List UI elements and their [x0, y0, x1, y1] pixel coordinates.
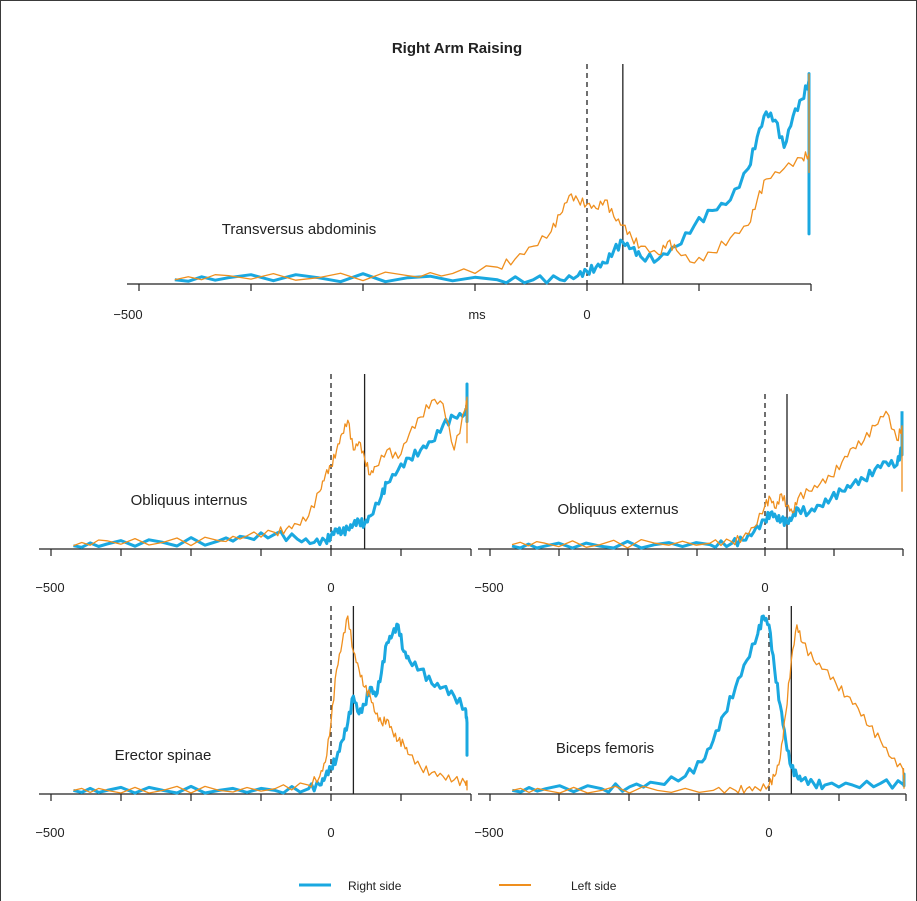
chart-panels: Transversus abdominis −500 0 ms Obliquus int…: [35, 64, 907, 840]
legend-label-left-side: Left side: [571, 879, 617, 893]
series-line-right-side: [512, 614, 906, 794]
panel-label: Transversus abdominis: [222, 221, 377, 238]
panel-label: Obliquus externus: [558, 501, 679, 518]
series-line-right-side: [511, 411, 904, 550]
tick-label: 0: [765, 825, 772, 840]
series-line-left-side: [73, 615, 468, 794]
panel-erector-spinae: Erector spinae −500 0: [35, 606, 472, 840]
series-line-left-side: [73, 396, 468, 547]
tick-label: −500: [474, 580, 503, 595]
panel-label: Obliquus internus: [131, 492, 248, 509]
tick-label: 0: [583, 307, 590, 322]
tick-label: −500: [474, 825, 503, 840]
legend-label-right-side: Right side: [348, 879, 402, 893]
panel-obliquus-externus: Obliquus externus −500 0: [474, 394, 904, 595]
series-line-left-side: [511, 410, 903, 549]
series-line-left-side: [512, 624, 905, 794]
series-line-right-side: [73, 382, 469, 549]
tick-label: −500: [35, 580, 64, 595]
series-line-left-side: [174, 73, 810, 282]
panel-obliquus-internus: Obliquus internus −500 0: [35, 374, 472, 595]
panel-transversus-abdominis: Transversus abdominis −500 0 ms: [113, 64, 812, 322]
panel-label: Biceps femoris: [556, 740, 654, 757]
tick-label: 0: [761, 580, 768, 595]
tick-label: 0: [327, 825, 334, 840]
panel-biceps-femoris: Biceps femoris −500 0: [474, 606, 907, 840]
tick-label: −500: [35, 825, 64, 840]
series-line-right-side: [174, 72, 811, 285]
panel-label: Erector spinae: [115, 747, 212, 764]
legend: Right side Left side: [299, 879, 617, 893]
series-line-right-side: [73, 622, 469, 795]
chart-title: Right Arm Raising: [392, 40, 522, 57]
tick-label: 0: [327, 580, 334, 595]
tick-label: −500: [113, 307, 142, 322]
x-axis-label: ms: [468, 307, 486, 322]
